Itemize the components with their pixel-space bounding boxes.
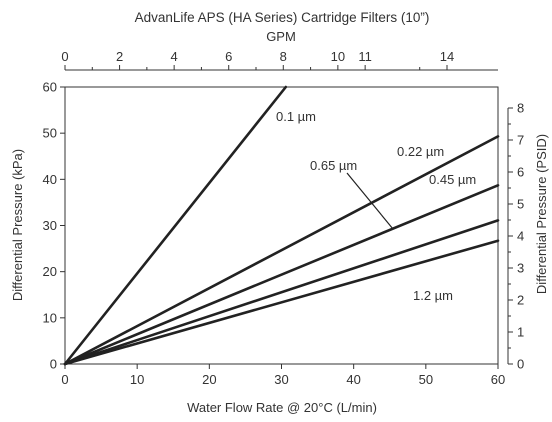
x-axis: 0 10 20 30 40 50 60 (61, 364, 505, 387)
top-tick-label: 10 (331, 49, 345, 64)
right-tick-label: 6 (517, 165, 524, 180)
top-tick-label: 0 (61, 49, 68, 64)
right-tick-label: 2 (517, 293, 524, 308)
y-tick-label: 40 (43, 172, 57, 187)
right-tick-label: 5 (517, 197, 524, 212)
y-tick-label: 10 (43, 310, 57, 325)
series-label-1.2: 1.2 µm (413, 288, 453, 303)
top-tick-label: 14 (440, 49, 454, 64)
chart-title: AdvanLife APS (HA Series) Cartridge Filt… (135, 10, 430, 25)
x-axis-label: Water Flow Rate @ 20°C (L/min) (187, 400, 377, 415)
series-layer (63, 85, 500, 366)
series-line-3 (63, 184, 500, 366)
label-leader-line (346, 172, 394, 230)
x-tick-label: 60 (491, 372, 505, 387)
series-line-2 (63, 135, 500, 366)
top-tick-label: 6 (225, 49, 232, 64)
right-axis: 0 1 2 3 4 5 6 7 8 (507, 101, 524, 372)
top-tick-label: 2 (116, 49, 123, 64)
right-tick-label: 7 (517, 133, 524, 148)
y-tick-label: 30 (43, 218, 57, 233)
plot-area (64, 86, 499, 365)
x-tick-label: 0 (61, 372, 68, 387)
y2-axis-label: Differential Pressure (PSID) (534, 134, 549, 294)
top-tick-label: 8 (280, 49, 287, 64)
y-axis: 0 10 20 30 40 50 60 (43, 80, 65, 372)
top-axis: 0 2 4 6 8 10 11 14 (61, 49, 498, 71)
y-tick-label: 0 (50, 357, 57, 372)
series-label-0.65: 0.65 µm (310, 158, 357, 173)
x-tick-label: 40 (346, 372, 360, 387)
x-tick-label: 10 (130, 372, 144, 387)
series-line-1 (63, 85, 288, 366)
y-axis-label: Differential Pressure (kPa) (10, 149, 25, 301)
right-tick-label: 1 (517, 325, 524, 340)
series-label-0.1: 0.1 µm (276, 109, 316, 124)
y-tick-label: 20 (43, 264, 57, 279)
y-tick-label: 60 (43, 80, 57, 95)
x-tick-label: 30 (274, 372, 288, 387)
right-tick-label: 8 (517, 101, 524, 116)
x-tick-label: 50 (419, 372, 433, 387)
series-label-0.45: 0.45 µm (429, 172, 476, 187)
right-tick-label: 3 (517, 261, 524, 276)
series-line-5 (63, 239, 500, 366)
series-label-0.22: 0.22 µm (397, 144, 444, 159)
right-tick-label: 0 (517, 357, 524, 372)
top-tick-label: 4 (171, 49, 178, 64)
x-tick-label: 20 (202, 372, 216, 387)
right-tick-label: 4 (517, 229, 524, 244)
top-axis-label: GPM (266, 29, 296, 44)
series-line-4 (63, 219, 500, 366)
y-tick-label: 50 (43, 126, 57, 141)
top-tick-label: 11 (358, 49, 372, 64)
